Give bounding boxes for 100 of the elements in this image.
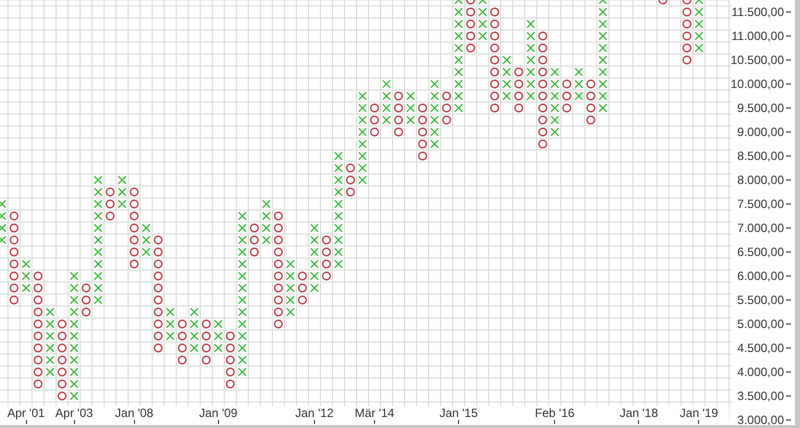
y-tick-label: 6.000,00 — [737, 269, 784, 283]
point — [574, 92, 584, 100]
x-tick-label: Jan '09 — [199, 406, 238, 420]
point — [490, 68, 500, 76]
point — [34, 332, 43, 340]
point — [682, 56, 692, 64]
point — [574, 80, 584, 88]
y-tick-label: 10.000,00 — [730, 77, 784, 91]
point — [382, 80, 391, 88]
point — [598, 104, 608, 112]
point — [82, 296, 91, 304]
point — [358, 140, 367, 148]
point — [454, 44, 463, 52]
point — [214, 320, 223, 328]
point — [478, 8, 487, 16]
point — [502, 80, 512, 88]
point — [70, 356, 78, 364]
point — [94, 200, 102, 208]
point — [154, 260, 163, 268]
y-tick-label: 9.500,00 — [737, 101, 784, 115]
point — [94, 248, 102, 256]
point — [202, 356, 211, 364]
point — [238, 212, 247, 220]
point — [538, 80, 548, 88]
point — [310, 236, 319, 244]
point — [562, 92, 572, 100]
point — [322, 248, 331, 256]
point — [346, 176, 355, 184]
point — [94, 224, 102, 232]
point — [214, 332, 223, 340]
point — [286, 260, 295, 268]
point — [502, 68, 512, 76]
point — [70, 392, 78, 400]
point — [418, 152, 428, 160]
point — [274, 260, 283, 268]
point — [598, 80, 608, 88]
point — [574, 68, 584, 76]
point — [130, 200, 139, 208]
point — [262, 200, 271, 208]
point — [58, 392, 67, 400]
point — [478, 20, 487, 28]
point — [526, 68, 536, 76]
point — [454, 92, 463, 100]
point — [298, 284, 307, 292]
point — [430, 128, 439, 136]
y-tick-label: 6.500,00 — [737, 245, 784, 259]
point — [454, 56, 463, 64]
point — [298, 296, 307, 304]
point — [358, 92, 367, 100]
point — [46, 344, 54, 352]
point — [238, 320, 247, 328]
point — [430, 116, 439, 124]
x-tick-label: Feb '16 — [534, 406, 575, 420]
point — [154, 344, 163, 352]
point — [406, 104, 415, 112]
point — [70, 380, 78, 388]
point — [202, 344, 211, 352]
point — [226, 332, 235, 340]
point — [178, 332, 187, 340]
point — [46, 356, 54, 364]
point — [466, 20, 476, 28]
point — [550, 116, 560, 124]
point — [358, 176, 367, 184]
point — [70, 332, 78, 340]
point — [334, 212, 343, 220]
point — [598, 20, 608, 28]
y-tick-label: 11.500,00 — [732, 5, 784, 19]
point — [274, 248, 283, 256]
y-tick-label: 8.500,00 — [737, 149, 784, 163]
x-tick-label: Jan '18 — [620, 406, 658, 420]
y-tick-label: 3.500,00 — [737, 389, 784, 403]
point — [142, 248, 151, 256]
point — [70, 284, 78, 292]
y-tick-label: 5.500,00 — [737, 293, 784, 307]
point — [238, 344, 247, 352]
x-tick-label: Mär '14 — [354, 406, 394, 420]
point — [538, 128, 548, 136]
point — [394, 128, 404, 136]
x-tick-label: Jan '19 — [680, 406, 718, 420]
point — [538, 116, 548, 124]
point — [274, 272, 283, 280]
point — [22, 272, 30, 280]
point — [202, 332, 211, 340]
point — [430, 92, 439, 100]
point — [130, 212, 139, 220]
point — [250, 236, 259, 244]
point — [274, 212, 283, 220]
point — [154, 248, 163, 256]
point — [94, 236, 102, 244]
point — [430, 104, 439, 112]
point — [10, 248, 18, 256]
point — [46, 308, 54, 316]
point — [490, 8, 500, 16]
point — [154, 332, 163, 340]
point — [34, 284, 43, 292]
point — [58, 332, 67, 340]
point — [694, 20, 704, 28]
point — [178, 356, 187, 364]
point — [334, 176, 343, 184]
point — [274, 236, 283, 244]
